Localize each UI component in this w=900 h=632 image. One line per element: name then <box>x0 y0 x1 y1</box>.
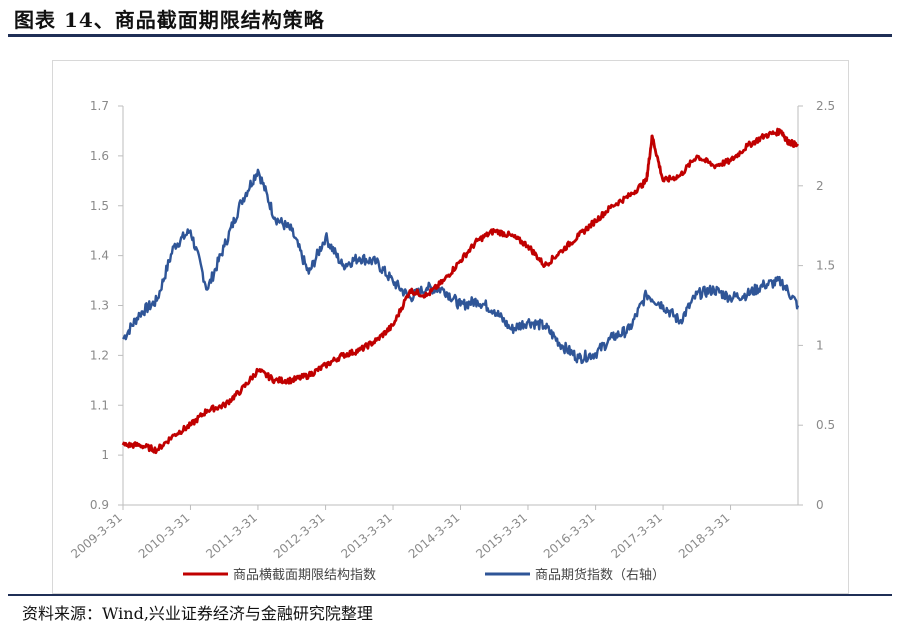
x-tick-label: 2012-3-31 <box>271 511 328 562</box>
left-tick-label: 1.2 <box>90 348 109 362</box>
x-tick-label: 2013-3-31 <box>338 511 395 562</box>
legend-label-term-structure-index: 商品横截面期限结构指数 <box>233 568 376 583</box>
x-tick-label: 2017-3-31 <box>608 511 665 562</box>
x-tick-label: 2018-3-31 <box>676 511 733 562</box>
chart-frame: 0.9 1 1.1 1.2 1.3 1.4 1.5 1.6 1.7 0 0.5 1 1.5 2 2.5 200… <box>52 60 849 594</box>
x-tick-label: 2014-3-31 <box>406 511 463 562</box>
source-note: 资料来源：Wind,兴业证券经济与金融研究院整理 <box>22 604 373 623</box>
title-rule <box>8 34 892 37</box>
left-tick-label: 1.1 <box>90 398 109 412</box>
legend-label-commodity-futures-index: 商品期货指数（右轴） <box>535 567 665 583</box>
left-tick-label: 0.9 <box>90 498 109 512</box>
x-tick-label: 2016-3-31 <box>541 511 598 562</box>
left-tick-label: 1.7 <box>90 99 109 113</box>
line-chart: 0.9 1 1.1 1.2 1.3 1.4 1.5 1.6 1.7 0 0.5 1 1.5 2 2.5 200… <box>68 99 835 583</box>
left-tick-label: 1.6 <box>90 149 109 163</box>
right-tick-label: 2 <box>816 179 824 193</box>
x-tick-label: 2009-3-31 <box>68 511 125 562</box>
x-tick-label: 2010-3-31 <box>136 511 193 562</box>
right-tick-label: 2.5 <box>816 99 835 113</box>
right-tick-label: 1.5 <box>816 259 835 273</box>
left-tick-label: 1.3 <box>90 299 109 313</box>
left-tick-label: 1.5 <box>90 199 109 213</box>
left-tick-label: 1.4 <box>90 249 109 263</box>
right-tick-label: 0.5 <box>816 418 835 432</box>
x-tick-label: 2015-3-31 <box>473 511 530 562</box>
page-title: 图表 14、商品截面期限结构策略 <box>14 8 325 32</box>
right-tick-label: 0 <box>816 498 824 512</box>
x-tick-label: 2011-3-31 <box>203 511 260 562</box>
series-line-term-structure-index <box>121 127 800 455</box>
source-rule <box>8 594 892 596</box>
series-line-commodity-futures-index <box>122 168 800 365</box>
left-tick-label: 1 <box>101 448 109 462</box>
right-tick-label: 1 <box>816 338 824 352</box>
